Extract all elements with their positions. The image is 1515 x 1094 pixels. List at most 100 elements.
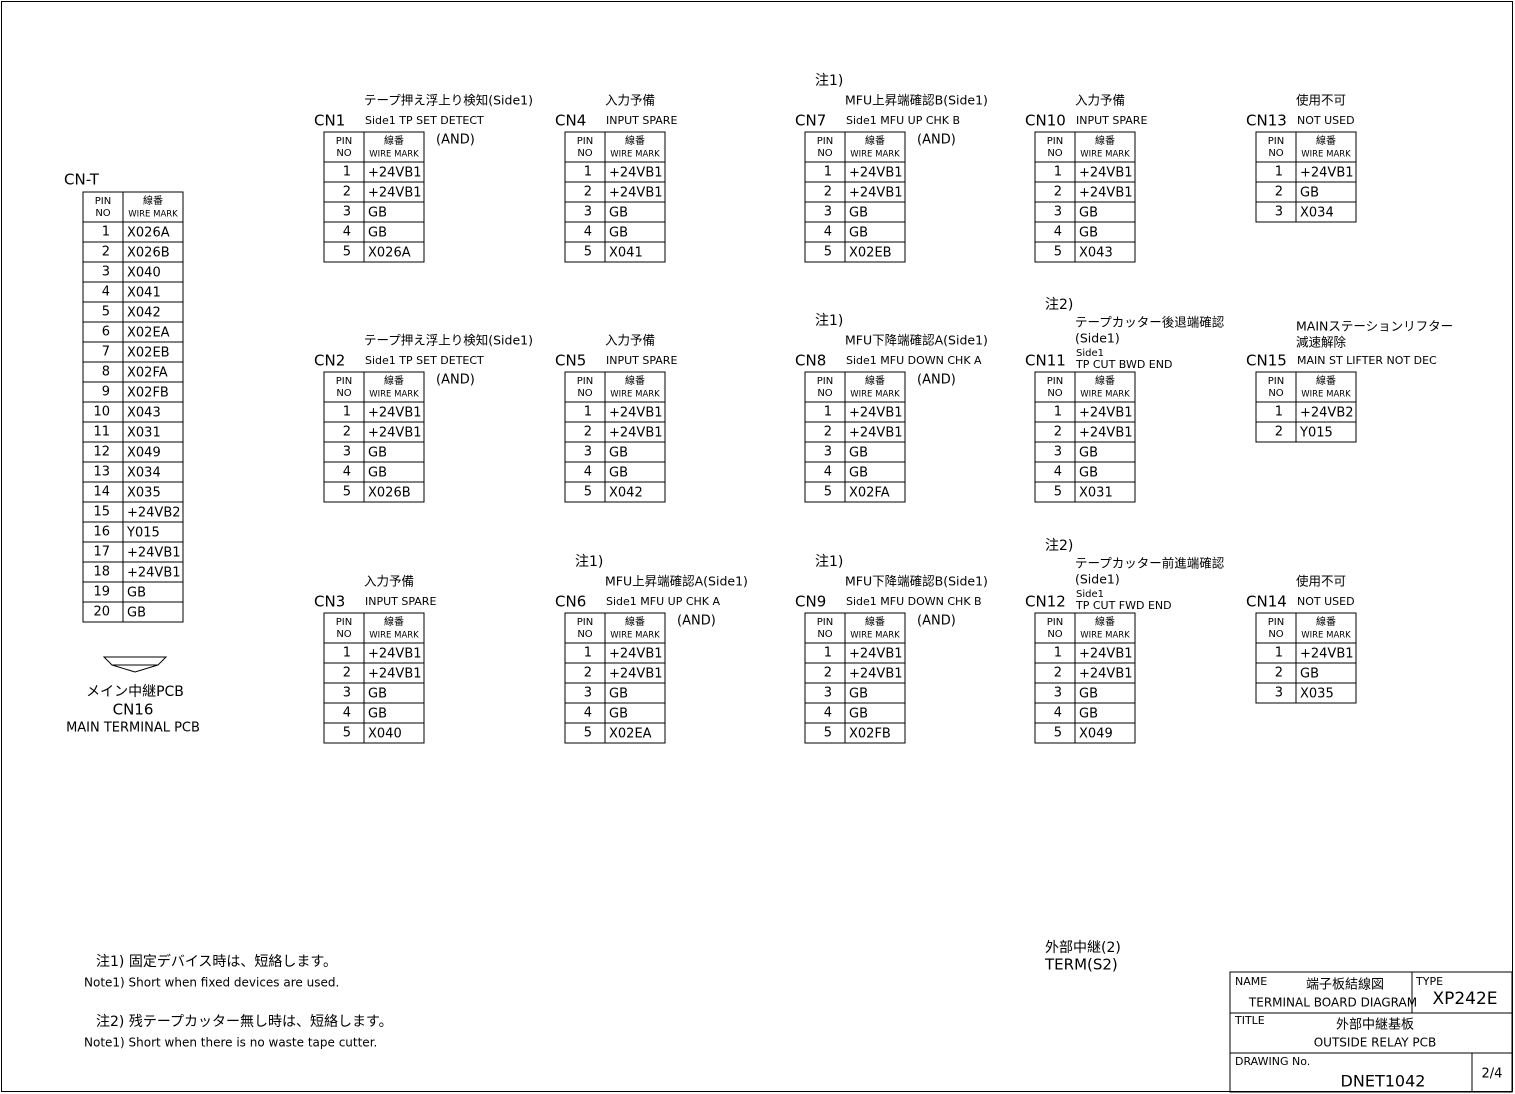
wire-mark: +24VB1: [1079, 186, 1133, 201]
note-ref: 注2): [1045, 297, 1073, 313]
pin-no: 3: [1054, 445, 1062, 460]
wire-mark: GB: [368, 446, 387, 461]
pin-no: 2: [584, 425, 592, 440]
wire-mark: X043: [127, 406, 161, 421]
connector-title-jp: MFU下降端確認A(Side1): [845, 333, 988, 348]
wire-mark: +24VB1: [849, 647, 903, 662]
dest-en: MAIN TERMINAL PCB: [66, 721, 200, 736]
wire-mark: +24VB1: [609, 426, 663, 441]
pin-no: 3: [1054, 205, 1062, 220]
wire-mark: X02FB: [849, 727, 891, 742]
wire-mark: GB: [1079, 466, 1098, 481]
pin-no: 4: [343, 706, 351, 721]
connector-label: CN2: [314, 352, 345, 370]
header-pin: PIN: [577, 136, 593, 147]
wire-mark: GB: [368, 226, 387, 241]
wire-mark: X026B: [127, 246, 170, 261]
connector-title-en: Side1: [1076, 348, 1104, 359]
connector-label: CN9: [795, 593, 826, 611]
pin-no: 11: [93, 425, 110, 440]
connector-title-jp: 減速解除: [1296, 335, 1347, 350]
wire-mark: GB: [368, 466, 387, 481]
title-block-frame: [1229, 971, 1513, 1093]
dest-cn: CN16: [113, 701, 154, 719]
pin-no: 1: [343, 165, 351, 180]
pin-no: 5: [1054, 485, 1062, 500]
wire-mark: X041: [127, 286, 161, 301]
wire-mark: +24VB2: [127, 506, 181, 521]
and-label: (AND): [677, 614, 716, 629]
pin-no: 5: [343, 245, 351, 260]
header-pin: NO: [577, 148, 592, 159]
header-pin: PIN: [336, 136, 352, 147]
table-frame: [323, 612, 425, 744]
pin-no: 2: [343, 425, 351, 440]
pin-no: 2: [584, 185, 592, 200]
connector-title-en: INPUT SPARE: [606, 354, 677, 367]
header-pin: NO: [577, 388, 592, 399]
header-wire: 線番: [865, 374, 885, 387]
wire-mark: GB: [1300, 667, 1319, 682]
wire-mark: +24VB1: [849, 166, 903, 181]
header-pin: PIN: [1047, 376, 1063, 387]
connector-title-jp: テープ押え浮上り検知(Side1): [364, 333, 533, 348]
pin-no: 4: [1054, 465, 1062, 480]
pin-no: 1: [1275, 405, 1283, 420]
wire-mark: GB: [1079, 687, 1098, 702]
connector-title-jp: 入力予備: [605, 93, 655, 108]
note-ref: 注1): [815, 73, 843, 89]
note-ref: 注1): [815, 554, 843, 570]
table-frame: [804, 131, 906, 263]
wire-mark: GB: [609, 466, 628, 481]
connector-title-en: Side1 MFU UP CHK B: [846, 114, 960, 127]
wire-mark: X043: [1079, 246, 1113, 261]
wire-mark: X026A: [368, 246, 411, 261]
header-wire: WIRE MARK: [369, 150, 419, 160]
wire-mark: GB: [368, 687, 387, 702]
header-wire: WIRE MARK: [1301, 631, 1351, 641]
connector-label: CN12: [1025, 593, 1066, 611]
note-jp: 注1) 固定デバイス時は、短絡します。: [96, 953, 337, 970]
pin-no: 4: [824, 706, 832, 721]
and-label: (AND): [917, 373, 956, 388]
pin-no: 3: [343, 205, 351, 220]
header-wire: 線番: [1316, 134, 1336, 147]
pin-no: 2: [1054, 425, 1062, 440]
pin-no: 5: [1054, 245, 1062, 260]
pin-no: 1: [343, 646, 351, 661]
table-frame: [1034, 131, 1136, 263]
connector-label: CN3: [314, 593, 345, 611]
header-pin: NO: [1047, 629, 1062, 640]
connector-title-en: NOT USED: [1297, 114, 1355, 127]
connector-title-en: Side1: [1076, 589, 1104, 600]
pin-no: 3: [343, 445, 351, 460]
wire-mark: GB: [1079, 707, 1098, 722]
note-en: Note1) Short when fixed devices are used…: [84, 976, 339, 990]
table-frame: [564, 612, 666, 744]
pin-no: 2: [824, 666, 832, 681]
pin-no: 1: [1054, 165, 1062, 180]
pin-no: 5: [102, 305, 110, 320]
pin-no: 20: [93, 605, 110, 620]
header-wire: 線番: [384, 615, 404, 628]
pin-no: 15: [93, 505, 110, 520]
header-wire: 線番: [1316, 374, 1336, 387]
pin-no: 4: [824, 225, 832, 240]
term-jp: 外部中継(2): [1045, 940, 1121, 956]
note-ref: 注1): [575, 554, 603, 570]
wire-mark: +24VB1: [609, 667, 663, 682]
header-wire: 線番: [384, 374, 404, 387]
wire-mark: +24VB1: [368, 166, 422, 181]
wire-mark: X042: [127, 306, 161, 321]
label: NAME: [1235, 975, 1267, 988]
sheet: 2/4: [1482, 1067, 1503, 1082]
header-wire: 線番: [1095, 615, 1115, 628]
label: TITLE: [1234, 1014, 1265, 1027]
pin-no: 5: [824, 726, 832, 741]
wire-mark: X02EA: [609, 727, 652, 742]
table-frame: [82, 191, 184, 623]
pin-no: 1: [824, 165, 832, 180]
connector-title-jp: MFU上昇端確認A(Side1): [605, 574, 748, 589]
label: TYPE: [1415, 975, 1443, 988]
wire-mark: +24VB1: [1079, 426, 1133, 441]
